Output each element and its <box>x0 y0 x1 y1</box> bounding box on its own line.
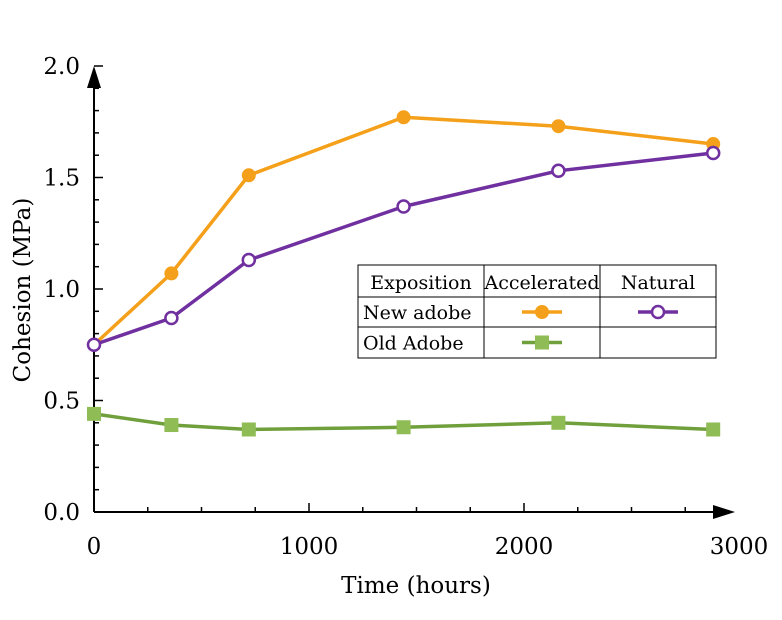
x-tick-label: 0 <box>87 534 102 560</box>
x-axis-arrow <box>713 505 735 519</box>
legend-swatch-marker <box>535 305 549 319</box>
data-point-new_natural <box>241 252 257 268</box>
legend-swatch-marker <box>650 304 666 320</box>
y-axis-label: Cohesion (MPa) <box>10 198 36 383</box>
legend-header-cell: Exposition <box>370 272 471 294</box>
y-axis-arrow <box>87 66 101 88</box>
legend-table: Exposition Accelerated Natural New adobe Old… <box>357 264 717 359</box>
data-point-old_accelerated <box>706 422 721 437</box>
data-point-old_accelerated <box>164 418 179 433</box>
x-tick-label: 2000 <box>495 534 554 560</box>
legend-header-cell: Accelerated <box>483 272 599 294</box>
series-line-new_natural <box>93 151 714 347</box>
x-tick-label: 3000 <box>710 534 769 560</box>
legend-swatch-marker <box>535 335 549 350</box>
y-tick-label: 2.0 <box>43 54 80 80</box>
series-new_natural <box>86 145 721 352</box>
data-point-old_accelerated <box>396 420 411 435</box>
data-point-new_natural <box>705 145 721 161</box>
series-line-new_accelerated <box>92 115 714 347</box>
legend-row-label: New adobe <box>363 302 472 324</box>
x-axis-label: Time (hours) <box>341 573 491 599</box>
data-point-new_natural <box>551 163 566 179</box>
legend-header-cell: Natural <box>621 272 695 294</box>
data-point-new_accelerated <box>551 119 566 134</box>
data-point-new_natural <box>164 310 179 326</box>
data-point-old_accelerated <box>87 406 101 421</box>
data-point-old_accelerated <box>551 415 566 430</box>
y-tick-label: 0.5 <box>43 389 80 415</box>
data-point-old_accelerated <box>241 422 256 437</box>
y-tick-label: 0.0 <box>43 500 80 526</box>
y-tick-label: 1.5 <box>43 166 80 192</box>
data-point-new_natural <box>396 199 411 214</box>
series-layer <box>86 110 721 437</box>
series-line-old_accelerated <box>93 412 714 432</box>
data-point-new_accelerated <box>164 266 179 281</box>
axes: 0.0 0.5 1.0 1.5 2.0 0 1000 2000 3000 <box>43 54 768 560</box>
legend-swatch-new_accelerated <box>522 305 562 319</box>
legend-row-label: Old Adobe <box>363 333 464 355</box>
y-tick-label: 1.0 <box>43 277 80 303</box>
series-old_accelerated <box>87 406 721 437</box>
data-point-new_natural <box>86 337 102 352</box>
legend-swatch-old_accelerated <box>522 335 562 350</box>
data-point-new_accelerated <box>241 168 256 183</box>
data-point-new_accelerated <box>396 110 411 125</box>
legend-swatch-new_natural <box>638 304 678 320</box>
x-tick-label: 1000 <box>280 534 339 560</box>
